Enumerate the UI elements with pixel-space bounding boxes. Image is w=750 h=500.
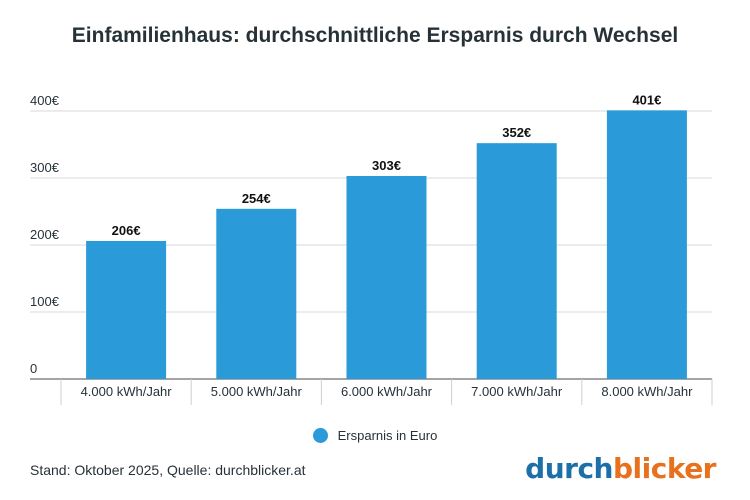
logo-part-durch: durch: [525, 452, 613, 485]
bar-data-label: 401€: [632, 92, 661, 107]
y-tick-label: 200€: [30, 227, 60, 242]
x-tick-label: 8.000 kWh/Jahr: [601, 384, 693, 399]
x-tick-label: 7.000 kWh/Jahr: [471, 384, 563, 399]
durchblicker-logo: durchblicker: [525, 452, 716, 485]
x-tick-label: 4.000 kWh/Jahr: [81, 384, 173, 399]
bar: [606, 110, 687, 379]
bar-data-label: 254€: [242, 191, 271, 206]
y-tick-label: 300€: [30, 160, 60, 175]
y-tick-label: 0: [30, 361, 37, 376]
y-tick-label: 400€: [30, 93, 60, 108]
x-tick-label: 5.000 kWh/Jahr: [211, 384, 303, 399]
bar-data-label: 303€: [372, 158, 401, 173]
logo-part-blicker: blicker: [612, 452, 717, 485]
x-tick-label: 6.000 kWh/Jahr: [341, 384, 433, 399]
legend-label: Ersparnis in Euro: [337, 428, 438, 443]
y-tick-label: 100€: [30, 294, 60, 309]
bar: [346, 175, 427, 379]
legend: Ersparnis in Euro: [0, 428, 750, 443]
bar: [476, 143, 557, 379]
legend-swatch: [312, 428, 328, 443]
bar-data-label: 206€: [112, 223, 141, 238]
chart-title: Einfamilienhaus: durchschnittliche Erspa…: [71, 24, 679, 47]
source-footnote: Stand: Oktober 2025, Quelle: durchblicke…: [30, 462, 306, 478]
bar-data-label: 352€: [502, 125, 531, 140]
bar: [86, 240, 167, 379]
bar: [216, 208, 297, 379]
